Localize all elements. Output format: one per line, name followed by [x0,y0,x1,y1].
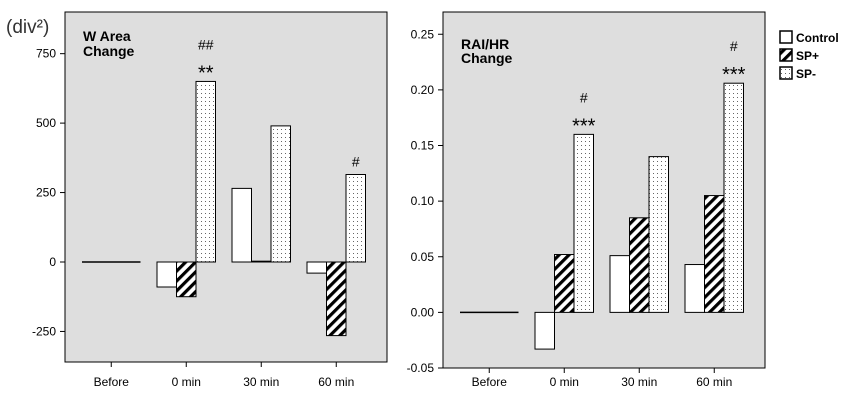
bar-sp-30-min [270,125,291,263]
bar-sp-60-min [345,174,366,263]
significance-marker: ## [198,36,214,52]
bar-control-30-min [609,255,630,313]
bar-sp-60-min [723,82,744,313]
y-tick-label: 500 [36,116,56,130]
x-tick-label: 0 min [172,375,201,389]
significance-marker: # [352,154,360,170]
chart-title: W Area [83,28,131,44]
chart-title-line2: Change [461,50,513,66]
y-tick-label: 0.00 [411,305,435,319]
significance-marker: ** [198,62,214,84]
y-tick-label: 0.15 [411,139,435,153]
significance-marker: *** [572,115,596,137]
x-axis: Before 0 min 30 min 60 min [94,362,354,389]
bar-sp-0-min [195,80,216,263]
y-tick-label: -0.05 [407,361,435,375]
bar-sp-30-min [251,260,272,263]
bar-control-0-min [156,261,177,288]
legend-item-control: Control [779,30,839,45]
unit-label: (div²) [6,17,49,38]
y-tick-label: 0.20 [411,83,435,97]
y-tick-label: 0.25 [411,27,435,41]
y-tick-label: 0 [49,255,56,269]
bar-control-0-min [534,311,555,350]
y-tick-label: 750 [36,47,56,61]
significance-marker: # [580,89,588,105]
x-tick-label: 60 min [318,375,354,389]
legend-label-sp-minus: SP- [796,67,816,81]
y-tick-label: 0.05 [411,250,435,264]
bar-control-30-min [231,187,252,263]
significance-marker: *** [722,64,746,86]
x-tick-label: Before [472,375,508,389]
legend-label-control: Control [796,31,839,45]
w-area-chart: (div²) W Area Change -250 0 250 500 750 Befo… [6,11,388,389]
x-tick-label: 0 min [550,375,579,389]
y-tick-label: 250 [36,186,56,200]
x-tick-label: 60 min [696,375,732,389]
y-axis: -250 0 250 500 750 [32,47,65,338]
x-tick-label: Before [94,375,130,389]
y-tick-label: 0.10 [411,194,435,208]
bar-group [82,80,366,337]
bar-sp-0-min [573,133,594,313]
x-tick-label: 30 min [621,375,657,389]
rai-hr-chart: RAI/HR Change -0.05 0.00 0.05 0.10 0.15 0.20 0… [407,11,766,389]
bar-group [460,82,744,350]
chart-title: RAI/HR [461,36,509,52]
annotations: ## ** # [198,36,360,169]
legend-item-sp-plus: SP+ [779,48,819,63]
x-axis: Before 0 min 30 min 60 min [472,368,732,389]
legend-item-sp-minus: SP- [779,66,816,81]
x-tick-label: 30 min [243,375,279,389]
legend-label-sp-plus: SP+ [796,49,819,63]
bar-sp-0-min [554,254,575,313]
legend-swatch-sp-plus [779,48,793,62]
legend-swatch-control [779,30,793,44]
legend-swatch-sp-minus [779,66,793,80]
bar-sp-0-min [176,261,197,298]
annotations: # *** # *** [572,38,746,137]
y-tick-label: -250 [32,324,56,338]
bar-sp-60-min [704,195,725,313]
significance-marker: # [730,38,738,54]
bar-sp-30-min [648,156,669,313]
legend: Control SP+ SP- [779,30,839,81]
y-axis: -0.05 0.00 0.05 0.10 0.15 0.20 0.25 [407,27,443,375]
chart-title-line2: Change [83,43,135,59]
bar-sp-60-min [326,261,347,337]
bar-sp-30-min [629,217,650,313]
bar-control-60-min [306,261,327,274]
bar-control-60-min [684,264,705,313]
